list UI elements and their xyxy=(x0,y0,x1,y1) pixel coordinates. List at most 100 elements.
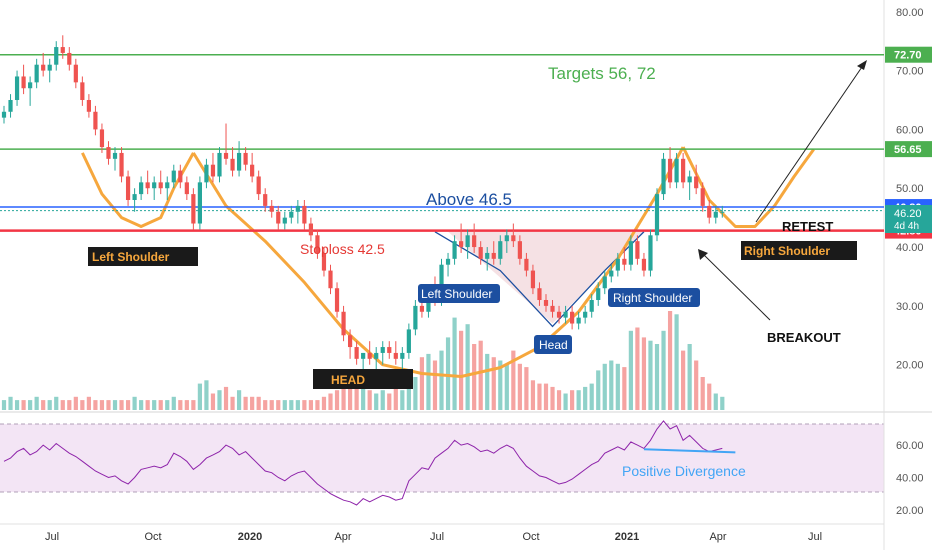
candle-body xyxy=(308,223,314,236)
volume-bar xyxy=(674,314,679,410)
candle-body xyxy=(707,205,712,218)
volume-bar xyxy=(341,383,346,410)
candle-body xyxy=(223,152,229,159)
arrow-layer xyxy=(698,60,867,321)
candle xyxy=(250,152,255,183)
divergence-line xyxy=(643,448,736,454)
candle-body xyxy=(321,252,327,271)
volume-bar xyxy=(80,400,85,410)
candle-body xyxy=(315,235,320,253)
candle xyxy=(648,229,653,277)
volume-bar xyxy=(700,377,705,410)
candle xyxy=(361,352,366,371)
candle xyxy=(210,152,216,183)
candle xyxy=(635,235,640,265)
volume-bar xyxy=(197,383,202,410)
candle xyxy=(641,252,647,277)
candle-body xyxy=(256,176,261,195)
candle-body xyxy=(635,241,640,259)
volume-bar xyxy=(256,396,261,410)
time-tick-label: 2020 xyxy=(238,531,262,543)
candle-body xyxy=(413,305,418,330)
volume-bar xyxy=(73,396,78,410)
candle-body xyxy=(125,176,131,200)
time-tick-label: Oct xyxy=(522,531,539,543)
candle xyxy=(445,252,451,277)
candle xyxy=(158,170,163,195)
volume-bar xyxy=(543,383,549,410)
candle xyxy=(511,223,516,248)
candle-body xyxy=(537,288,542,300)
candle-body xyxy=(367,352,372,359)
volume-bar xyxy=(132,396,137,410)
right-shoulder-label: Right Shoulder xyxy=(741,241,857,260)
volume-bar xyxy=(628,330,633,410)
candle xyxy=(243,147,248,171)
candle-body xyxy=(498,241,503,259)
candle xyxy=(406,323,411,359)
volume-bar xyxy=(14,400,20,410)
volume-bar xyxy=(223,386,229,410)
price-tick-label: 70.00 xyxy=(896,66,924,78)
candle-body xyxy=(184,182,189,195)
head-area-fill xyxy=(448,231,644,324)
candle-body xyxy=(674,158,679,183)
candle xyxy=(563,305,568,324)
volume-bar xyxy=(54,396,59,410)
candle-body xyxy=(661,158,666,195)
candle xyxy=(576,311,581,330)
time-tick-label: Jul xyxy=(430,531,444,543)
volume-bar xyxy=(380,390,385,410)
volume-bar xyxy=(622,367,627,410)
volume-bar xyxy=(452,317,457,410)
candle-body xyxy=(80,82,85,100)
candle xyxy=(308,217,314,242)
volume-bar xyxy=(419,357,425,410)
volume-bar xyxy=(263,400,268,410)
price-tick-label: 50.00 xyxy=(896,183,924,195)
candle xyxy=(707,200,712,224)
candle-body xyxy=(609,270,614,277)
volume-bar xyxy=(602,363,607,410)
level-tag-text: 72.70 xyxy=(894,50,922,62)
candle xyxy=(524,252,529,277)
time-axis: Jul Oct 2020 Apr Jul Oct 2021 Apr Jul xyxy=(45,531,822,543)
timer-text: 4d 4h xyxy=(894,221,919,232)
volume-bar xyxy=(269,400,274,410)
candle xyxy=(687,170,692,200)
candle xyxy=(106,141,111,165)
volume-bar xyxy=(178,400,183,410)
candle-body xyxy=(478,247,483,259)
candle xyxy=(602,270,607,295)
candle-body xyxy=(491,252,496,259)
volume-bar xyxy=(713,393,718,410)
candle-body xyxy=(54,47,59,65)
volume-bar xyxy=(406,380,411,410)
candle-body xyxy=(204,164,209,183)
candle-body xyxy=(459,241,464,248)
volume-bar xyxy=(648,340,653,410)
price-tick-label: 80.00 xyxy=(896,7,924,19)
volume-bar xyxy=(67,400,72,410)
candle-body xyxy=(472,235,477,248)
candle-body xyxy=(8,100,13,112)
volume-bar xyxy=(171,396,176,410)
candle-body xyxy=(393,352,398,359)
candle xyxy=(276,205,281,230)
volume-bar xyxy=(99,400,105,410)
price-tick-label: 40.00 xyxy=(896,242,924,254)
candle-body xyxy=(112,152,118,159)
candle-body xyxy=(550,305,555,312)
candle-body xyxy=(713,211,718,218)
candle xyxy=(302,200,307,230)
divergence-annotation: Positive Divergence xyxy=(622,463,746,479)
candle xyxy=(387,341,392,359)
candle xyxy=(713,205,718,224)
volume-bar xyxy=(334,390,340,410)
volume-bar xyxy=(315,400,320,410)
candle-body xyxy=(504,235,509,242)
candle-body xyxy=(465,235,470,248)
candle-body xyxy=(60,47,65,53)
volume-bar xyxy=(439,350,444,410)
